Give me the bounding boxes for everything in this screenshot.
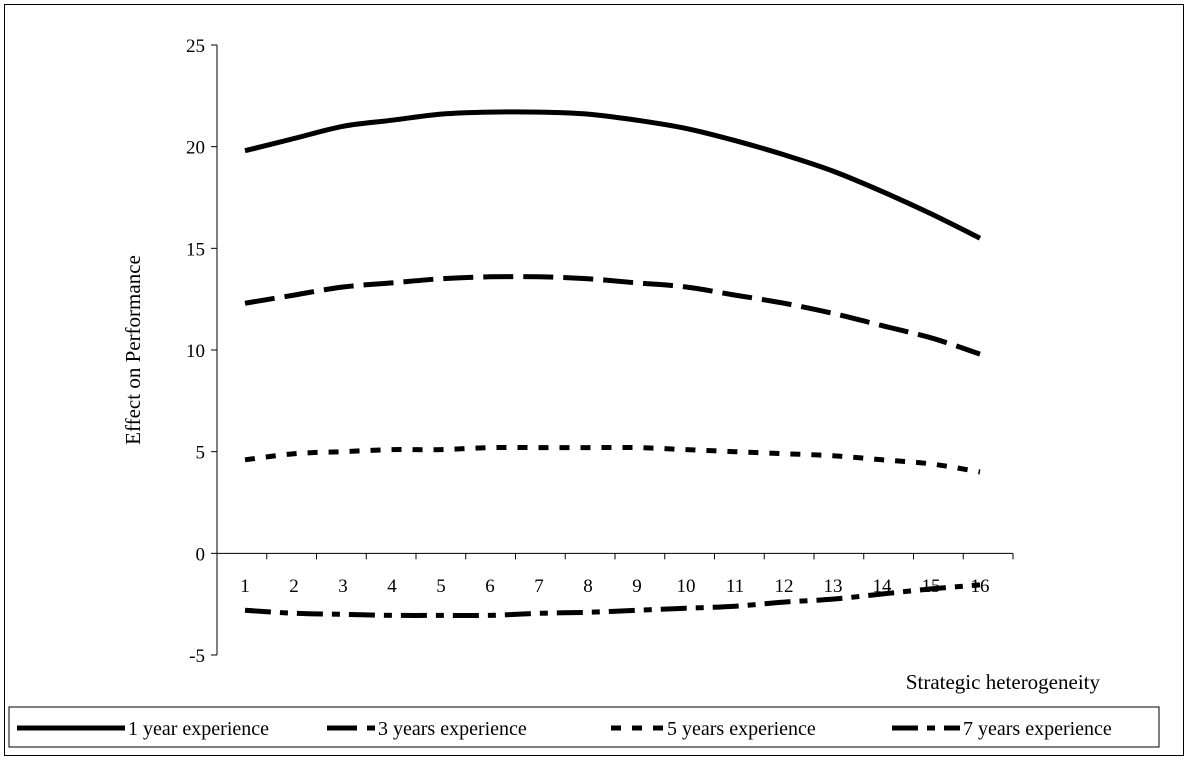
x-tick-label: 10 [677,576,696,597]
y-tick-label: 25 [186,36,205,57]
x-tick-label: 11 [726,576,744,597]
x-tick-label: 6 [485,576,495,597]
x-tick-label: 3 [338,576,348,597]
x-tick-label: 4 [387,576,397,597]
legend-label-4: 7 years experience [963,718,1112,740]
chart-frame [4,4,1184,756]
x-tick-label: 9 [632,576,642,597]
series-line-3 [244,444,981,475]
x-axis-title: Strategic heterogeneity [906,670,1101,694]
x-tick-label: 2 [289,576,299,597]
x-tick-label: 8 [583,576,593,597]
series-line-1 [244,109,982,241]
x-tick-label: 13 [824,576,843,597]
legend-box [8,706,1160,748]
series-line-2 [244,274,981,357]
y-tick-label: 15 [186,239,205,260]
x-tick-label: 1 [240,576,250,597]
legend-label-1: 1 year experience [128,718,269,740]
y-tick-label: 5 [196,443,206,464]
y-tick-label: 20 [186,138,205,159]
x-tick-label: 5 [436,576,446,597]
y-tick-label: -5 [189,646,205,667]
x-tick-label: 12 [775,576,794,597]
y-tick-label: 0 [196,544,206,565]
legend-label-2: 3 years experience [378,718,527,740]
x-tick-label: 7 [534,576,544,597]
y-tick-label: 10 [186,341,205,362]
y-axis-title: Effect on Performance [121,255,145,445]
series-line-4 [244,582,981,619]
legend-label-3: 5 years experience [667,718,816,740]
